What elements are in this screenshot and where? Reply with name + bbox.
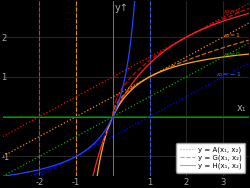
Text: $x_2\!=\!0$: $x_2\!=\!0$ [223,51,241,59]
Text: $x_2\!=\!-1$: $x_2\!=\!-1$ [216,70,241,79]
Text: x₁: x₁ [237,103,247,113]
Text: $x_2\!=\!1$: $x_2\!=\!1$ [224,31,241,40]
Text: $x_2\!=\!2$: $x_2\!=\!2$ [224,7,241,16]
Text: y↑: y↑ [115,3,129,13]
Legend: y = A(x₁, x₂), y = G(x₁, x₂), y = H(x₁, x₂): y = A(x₁, x₂), y = G(x₁, x₂), y = H(x₁, … [176,143,245,173]
